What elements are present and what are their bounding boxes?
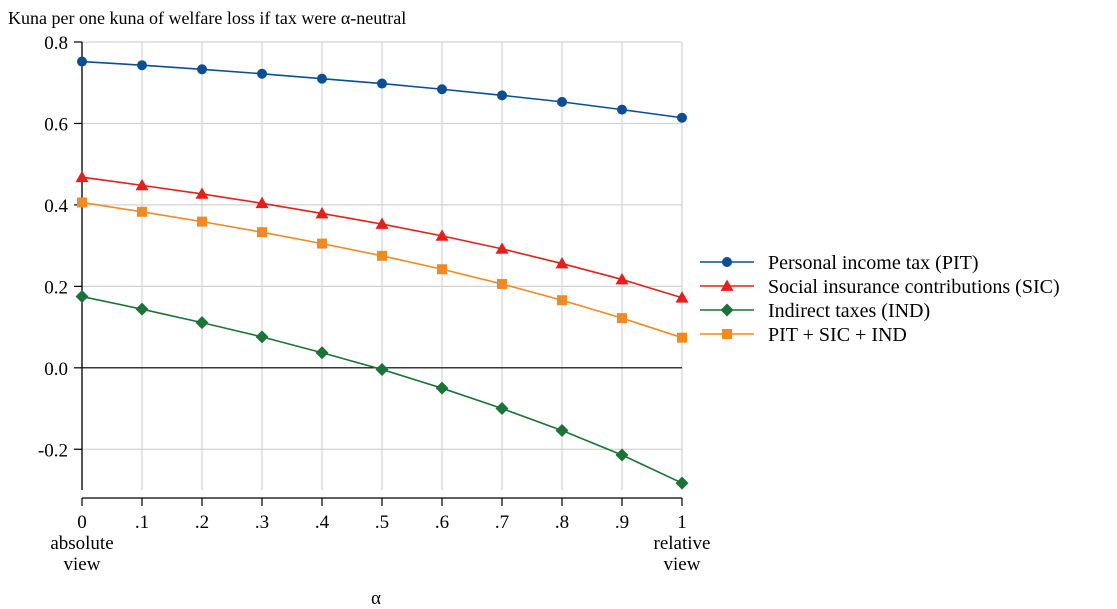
data-point xyxy=(495,242,509,254)
data-point xyxy=(377,250,387,261)
y-tick-label: 0.8 xyxy=(44,33,68,54)
legend-marker xyxy=(722,257,732,267)
series-4 xyxy=(77,197,687,343)
data-point xyxy=(257,68,267,79)
chart-title: Kuna per one kuna of welfare loss if tax… xyxy=(8,8,406,28)
x-tick-sublabel: absolute xyxy=(50,533,113,554)
legend: Personal income tax (PIT)Social insuranc… xyxy=(700,252,1060,346)
legend-label: Personal income tax (PIT) xyxy=(768,252,979,274)
data-point xyxy=(497,278,507,289)
grid-lines xyxy=(81,41,683,490)
x-tick-sublabel: view xyxy=(664,554,701,575)
legend-label: PIT + SIC + IND xyxy=(768,324,907,346)
data-point xyxy=(257,227,267,238)
data-point xyxy=(557,96,567,107)
y-tick-label: 0.0 xyxy=(44,359,68,380)
data-point xyxy=(195,316,209,330)
data-point xyxy=(377,78,387,89)
data-point xyxy=(135,302,149,316)
legend-item: PIT + SIC + IND xyxy=(700,324,907,346)
data-point xyxy=(197,64,207,75)
data-point xyxy=(677,112,687,123)
data-point xyxy=(617,104,627,115)
x-tick-label: 0 xyxy=(77,512,87,533)
x-tick-label: .6 xyxy=(435,512,449,533)
x-tick-label: .9 xyxy=(615,512,629,533)
x-tick-label: 1 xyxy=(677,512,687,533)
data-point xyxy=(315,206,329,219)
y-tick-label: 0.4 xyxy=(44,196,68,217)
data-point xyxy=(137,60,147,71)
y-tick-label: 0.6 xyxy=(44,114,68,135)
series-2 xyxy=(75,170,689,303)
data-point xyxy=(75,170,89,183)
x-tick-label: .3 xyxy=(255,512,269,533)
y-tick-label: -0.2 xyxy=(38,440,68,461)
data-point xyxy=(255,196,269,209)
series-layer xyxy=(75,56,689,490)
legend-marker xyxy=(720,303,734,317)
legend-marker xyxy=(720,279,734,291)
data-point xyxy=(197,216,207,227)
x-axis-label: α xyxy=(371,588,381,609)
data-point xyxy=(77,197,87,208)
x-tick-label: .8 xyxy=(555,512,569,533)
data-point xyxy=(195,187,209,199)
x-tick-label: .7 xyxy=(495,512,509,533)
legend-label: Indirect taxes (IND) xyxy=(768,300,930,322)
axes: -0.2 0.0 0.2 0.4 0.6 0.8 0 .1 .2 .3 .4 .5 .6 .7 .8 .9 1 a… xyxy=(38,33,711,575)
data-point xyxy=(495,402,509,416)
data-point xyxy=(135,178,149,191)
data-point xyxy=(557,295,567,306)
data-point xyxy=(375,217,389,229)
data-point xyxy=(437,264,447,275)
legend-marker xyxy=(722,329,732,339)
data-point xyxy=(617,313,627,324)
data-point xyxy=(317,238,327,249)
data-point xyxy=(437,84,447,95)
data-point xyxy=(137,206,147,217)
data-point xyxy=(77,56,87,67)
x-tick-label: .2 xyxy=(195,512,209,533)
legend-label: Social insurance contributions (SIC) xyxy=(768,276,1060,298)
x-tick-sublabel: relative xyxy=(654,533,711,554)
x-tick-label: .4 xyxy=(315,512,330,533)
data-point xyxy=(677,332,687,343)
legend-item: Social insurance contributions (SIC) xyxy=(700,276,1060,298)
y-tick-label: 0.2 xyxy=(44,277,68,298)
series-3 xyxy=(75,290,689,490)
x-tick-label: .5 xyxy=(375,512,389,533)
data-point xyxy=(555,424,569,438)
legend-item: Personal income tax (PIT) xyxy=(700,252,979,274)
x-tick-label: .1 xyxy=(135,512,149,533)
data-point xyxy=(555,257,569,269)
data-point xyxy=(615,448,629,462)
data-point xyxy=(435,381,449,395)
data-point xyxy=(675,291,689,303)
series-1 xyxy=(77,56,687,123)
legend-item: Indirect taxes (IND) xyxy=(700,300,930,322)
data-point xyxy=(255,330,269,344)
x-tick-sublabel: view xyxy=(64,554,101,575)
data-point xyxy=(317,73,327,84)
data-point xyxy=(435,229,449,241)
data-point xyxy=(675,476,689,490)
data-point xyxy=(497,90,507,101)
data-point xyxy=(315,346,329,360)
data-point xyxy=(375,362,389,376)
data-point xyxy=(75,290,89,304)
data-point xyxy=(615,272,629,285)
